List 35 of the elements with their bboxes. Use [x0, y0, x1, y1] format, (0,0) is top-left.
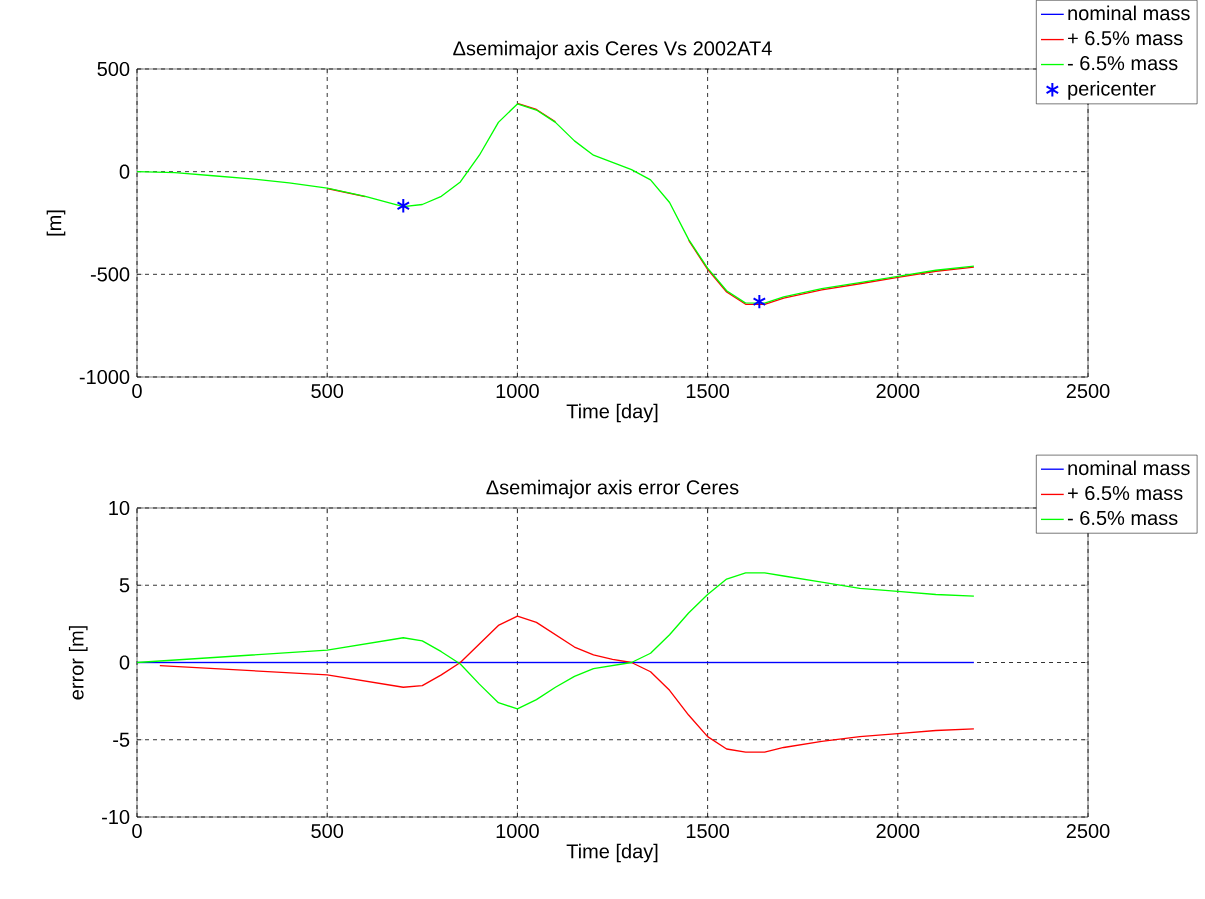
x-tick-label: 500 — [311, 823, 344, 839]
y-tick-label: 500 — [97, 61, 130, 77]
x-tick-label: 1000 — [496, 823, 539, 839]
x-tick-label: 2500 — [1066, 823, 1110, 839]
y-tick-label: 0 — [119, 164, 130, 179]
legend-label: nominal mass — [1068, 460, 1190, 476]
x-tick-label: 2000 — [876, 823, 920, 839]
x-tick-label: 500 — [311, 383, 344, 399]
y-tick-label: -1000 — [79, 369, 130, 385]
line-series — [137, 103, 975, 304]
chart-title: Δsemimajor axis Ceres Vs 2002AT4 — [453, 40, 772, 60]
x-tick-label: 2500 — [1066, 383, 1110, 399]
y-tick-label: -500 — [90, 267, 130, 282]
chart-title: Δsemimajor axis error Ceres — [486, 479, 739, 499]
legend-label: pericenter — [1068, 81, 1156, 100]
x-axis-title: Time [day] — [566, 403, 658, 423]
y-tick-label: 0 — [119, 655, 130, 670]
legend-label: - 6.5% mass — [1067, 56, 1178, 71]
legend-label: + 6.5% mass — [1068, 485, 1183, 501]
x-tick-label: 0 — [132, 383, 142, 399]
y-tick-label: 10 — [109, 500, 130, 516]
x-tick-label: 1500 — [686, 823, 730, 839]
legend-label: + 6.5% mass — [1068, 31, 1183, 46]
x-tick-label: 1500 — [686, 383, 730, 399]
legend-label: - 6.5% mass — [1067, 510, 1178, 526]
legend-label: nominal mass — [1068, 5, 1190, 21]
x-axis-title: Time [day] — [566, 843, 658, 863]
y-tick-label: 5 — [119, 578, 130, 593]
y-axis-title: error [m] — [68, 626, 88, 700]
x-tick-label: 1000 — [496, 383, 539, 399]
x-tick-label: 0 — [132, 823, 142, 839]
y-tick-label: -5 — [113, 732, 130, 747]
y-axis-title: [m] — [46, 210, 66, 236]
x-tick-label: 2000 — [876, 383, 920, 399]
y-tick-label: -10 — [102, 809, 130, 825]
